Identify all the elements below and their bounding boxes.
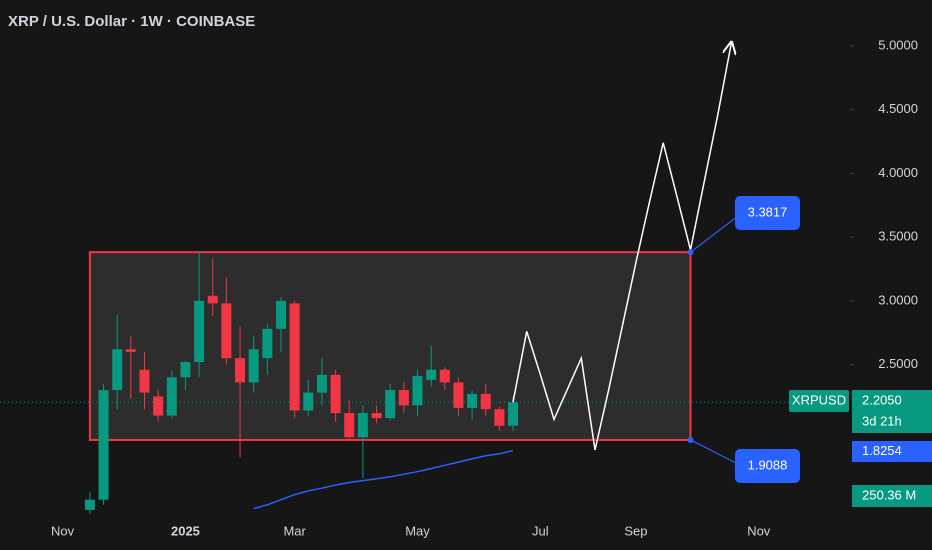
candle-body: [248, 349, 259, 383]
countdown-label: 3d 21h: [862, 413, 902, 428]
candle-body: [357, 413, 368, 438]
x-tick-label: 2025: [171, 523, 200, 538]
volume-label: 250.36 M: [862, 487, 916, 502]
range-label-box: [735, 196, 800, 230]
candle-body: [371, 413, 382, 419]
projection-path: [512, 42, 732, 451]
candle-body: [180, 362, 191, 378]
candle-body: [207, 295, 218, 304]
ma-badge: [852, 441, 932, 462]
candle-body: [330, 374, 341, 414]
candle-body: [84, 499, 95, 510]
range-label-box: [735, 449, 800, 483]
candle-body: [112, 349, 123, 391]
y-tick-label: 3.5000: [878, 229, 918, 244]
candle-body: [166, 377, 177, 416]
x-tick-label: Mar: [283, 523, 306, 538]
symbol-badge: [789, 390, 849, 412]
label-connector: [690, 212, 743, 253]
candle-body: [426, 369, 437, 380]
candle-body: [289, 303, 300, 411]
candle-body: [467, 393, 478, 408]
candle-body: [125, 349, 136, 352]
candle-body: [439, 369, 450, 383]
ma-label: 1.8254: [862, 443, 902, 458]
y-tick-label: 5.0000: [878, 37, 918, 52]
y-tick-label: 4.0000: [878, 165, 918, 180]
candle-body: [194, 300, 205, 363]
range-label: 3.3817: [748, 204, 788, 219]
x-tick-label: Nov: [747, 523, 771, 538]
candle-body: [508, 402, 519, 426]
candle-body: [480, 393, 491, 410]
candle-body: [344, 413, 355, 438]
anchor-dot: [687, 436, 694, 443]
x-tick-label: Sep: [624, 523, 647, 538]
moving-average: [253, 449, 514, 510]
last-price-label: 2.2050: [862, 392, 902, 407]
candle-body: [494, 409, 505, 426]
chart-title: XRP / U.S. Dollar · 1W · COINBASE: [8, 13, 255, 30]
candle-body: [262, 328, 273, 359]
y-tick-label: 4.5000: [878, 101, 918, 116]
x-tick-label: May: [405, 523, 430, 538]
candle-body: [153, 396, 164, 416]
candle-body: [98, 390, 109, 500]
volume-badge: [852, 485, 932, 507]
label-connector: [690, 439, 743, 467]
candle-body: [235, 358, 246, 383]
candle-body: [276, 300, 286, 329]
candle-body: [139, 369, 150, 393]
x-tick-label: Jul: [532, 523, 549, 538]
candle-body: [398, 390, 409, 406]
candle-body: [453, 382, 464, 408]
y-tick-label: 2.5000: [878, 356, 918, 371]
symbol-label: XRPUSD: [792, 392, 846, 407]
candle-body: [316, 374, 327, 393]
candle-body: [303, 392, 314, 411]
anchor-dot: [687, 249, 694, 256]
x-tick-label: Nov: [51, 523, 75, 538]
range-label: 1.9088: [748, 457, 788, 472]
plot-area: [0, 42, 850, 514]
candle-body: [221, 303, 232, 359]
price-badge: [852, 390, 932, 433]
y-tick-label: 3.0000: [878, 292, 918, 307]
candle-body: [412, 376, 423, 406]
candle-body: [385, 390, 396, 419]
